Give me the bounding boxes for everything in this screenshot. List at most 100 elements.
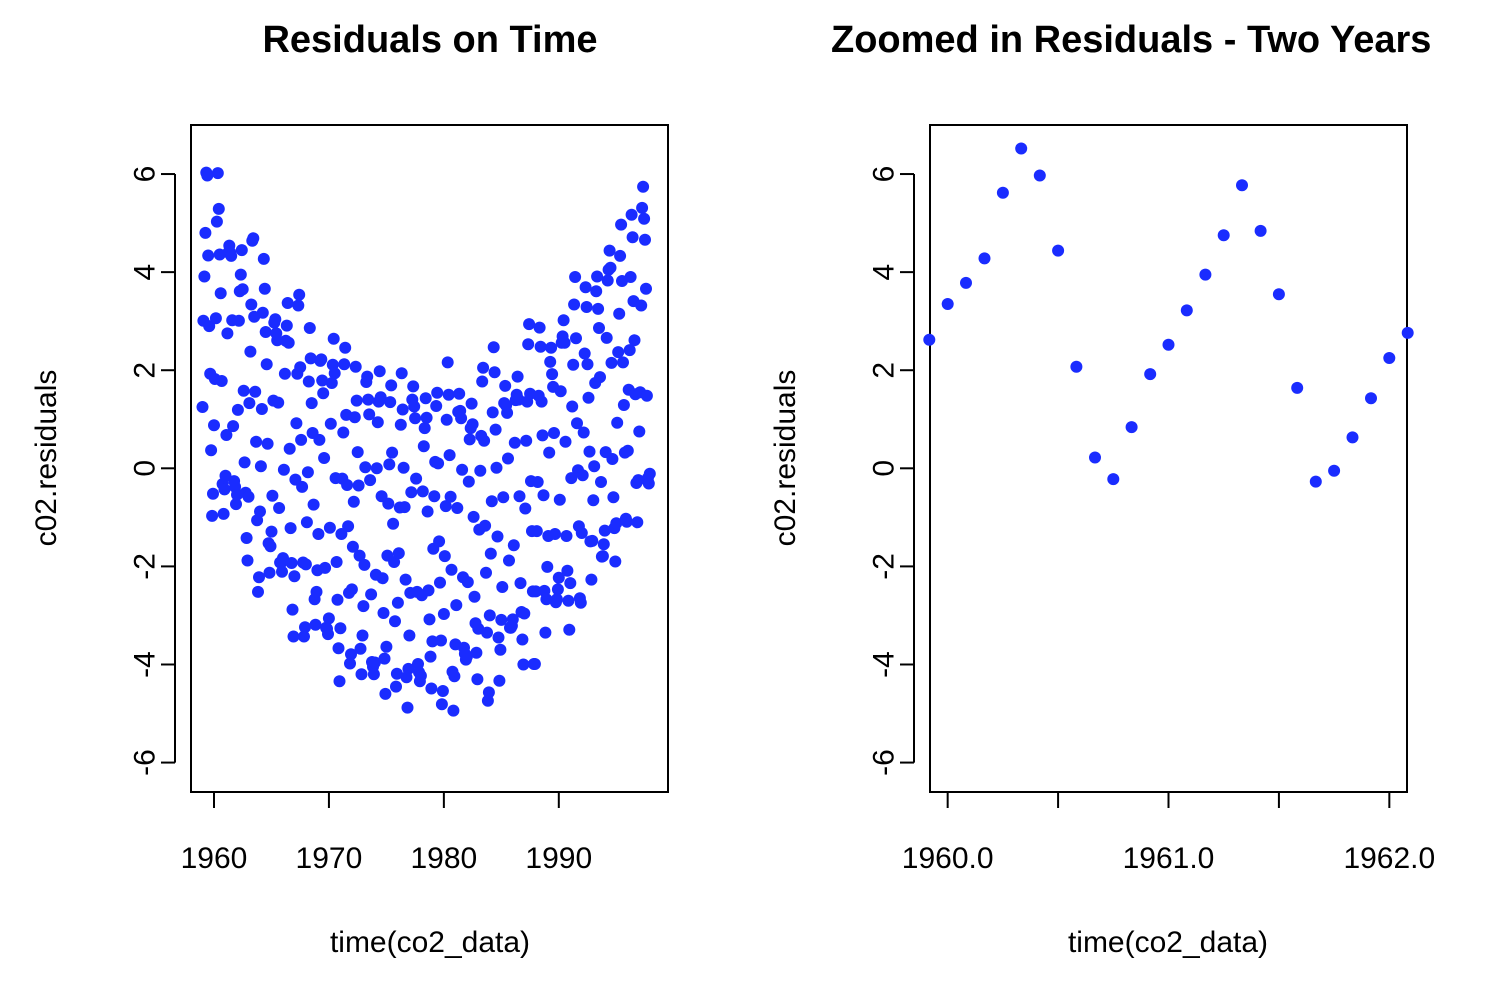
data-point	[588, 460, 601, 473]
y-tick-label: 2	[129, 362, 162, 379]
data-point	[439, 500, 452, 513]
data-point	[332, 642, 345, 655]
data-point	[249, 385, 262, 398]
data-point	[339, 341, 352, 354]
data-point	[598, 524, 611, 537]
data-point	[212, 202, 225, 215]
data-point	[470, 646, 483, 659]
data-point	[390, 667, 403, 680]
data-point	[196, 401, 209, 413]
data-point	[307, 498, 320, 511]
plot-frame	[929, 124, 1408, 793]
data-point	[606, 453, 619, 465]
data-point	[539, 626, 552, 639]
data-point	[355, 668, 368, 681]
data-point	[276, 565, 288, 578]
data-point	[445, 563, 458, 576]
data-point	[318, 452, 331, 464]
data-point	[202, 249, 215, 262]
data-point	[544, 355, 557, 368]
chart-title: Residuals on Time	[262, 19, 597, 61]
data-point	[511, 370, 524, 383]
data-point	[604, 261, 617, 274]
data-point	[597, 538, 610, 551]
data-point	[260, 358, 273, 371]
data-point	[467, 510, 480, 523]
data-point	[199, 226, 212, 239]
data-point	[341, 479, 354, 491]
data-point	[282, 336, 295, 349]
data-point	[387, 517, 400, 530]
data-point	[640, 389, 653, 402]
y-tick-label: 4	[868, 264, 901, 281]
data-point	[607, 491, 620, 504]
data-point	[431, 386, 444, 399]
data-point	[390, 680, 402, 693]
data-point	[424, 650, 437, 663]
data-point	[450, 599, 463, 612]
data-point	[612, 346, 625, 359]
data-point	[428, 490, 441, 503]
data-point	[370, 462, 383, 475]
data-point	[455, 412, 468, 425]
data-point	[418, 422, 431, 435]
y-tick-label: 4	[129, 264, 162, 281]
data-point	[483, 609, 496, 622]
data-point	[330, 556, 343, 568]
data-point	[259, 326, 272, 338]
data-point	[503, 554, 515, 567]
data-point	[389, 615, 401, 628]
data-point	[316, 374, 329, 387]
data-point	[534, 340, 547, 353]
data-point	[367, 668, 380, 681]
y-tick-label: 2	[868, 362, 901, 379]
data-point	[517, 658, 530, 671]
data-point	[624, 271, 637, 283]
data-point	[357, 600, 370, 613]
data-point	[365, 588, 378, 601]
data-point	[582, 391, 595, 404]
data-point	[253, 571, 265, 584]
data-point	[266, 489, 279, 502]
x-tick-label: 1962.0	[1343, 842, 1435, 875]
data-point	[403, 629, 416, 642]
y-tick-label: -6	[868, 749, 901, 776]
data-point	[435, 634, 447, 647]
data-point	[420, 411, 433, 424]
data-point	[416, 485, 429, 498]
data-point	[564, 577, 577, 590]
data-point	[1254, 224, 1267, 237]
data-point	[310, 585, 323, 598]
data-point	[583, 445, 596, 458]
data-point	[256, 306, 269, 319]
data-point	[996, 186, 1009, 199]
data-point	[615, 218, 628, 231]
data-point	[1107, 473, 1120, 486]
data-point	[453, 387, 466, 400]
data-point	[628, 334, 641, 347]
data-point	[414, 669, 427, 682]
data-point	[578, 347, 591, 360]
data-point	[231, 403, 244, 416]
data-point	[562, 594, 575, 607]
data-point	[301, 466, 314, 479]
data-point	[506, 613, 519, 626]
data-point	[488, 366, 501, 379]
data-point	[348, 411, 361, 424]
data-point	[327, 332, 340, 345]
data-point	[1236, 179, 1248, 192]
data-point	[471, 673, 484, 686]
data-point	[486, 406, 499, 419]
data-point	[205, 444, 218, 457]
data-point	[236, 283, 249, 296]
data-point	[463, 433, 476, 446]
data-point	[565, 472, 578, 485]
data-point	[211, 167, 224, 180]
data-point	[377, 607, 390, 619]
data-point	[407, 380, 420, 393]
data-point	[579, 281, 592, 294]
data-point	[208, 419, 220, 432]
data-point	[636, 201, 649, 214]
data-point	[245, 298, 258, 311]
data-point	[368, 656, 381, 669]
